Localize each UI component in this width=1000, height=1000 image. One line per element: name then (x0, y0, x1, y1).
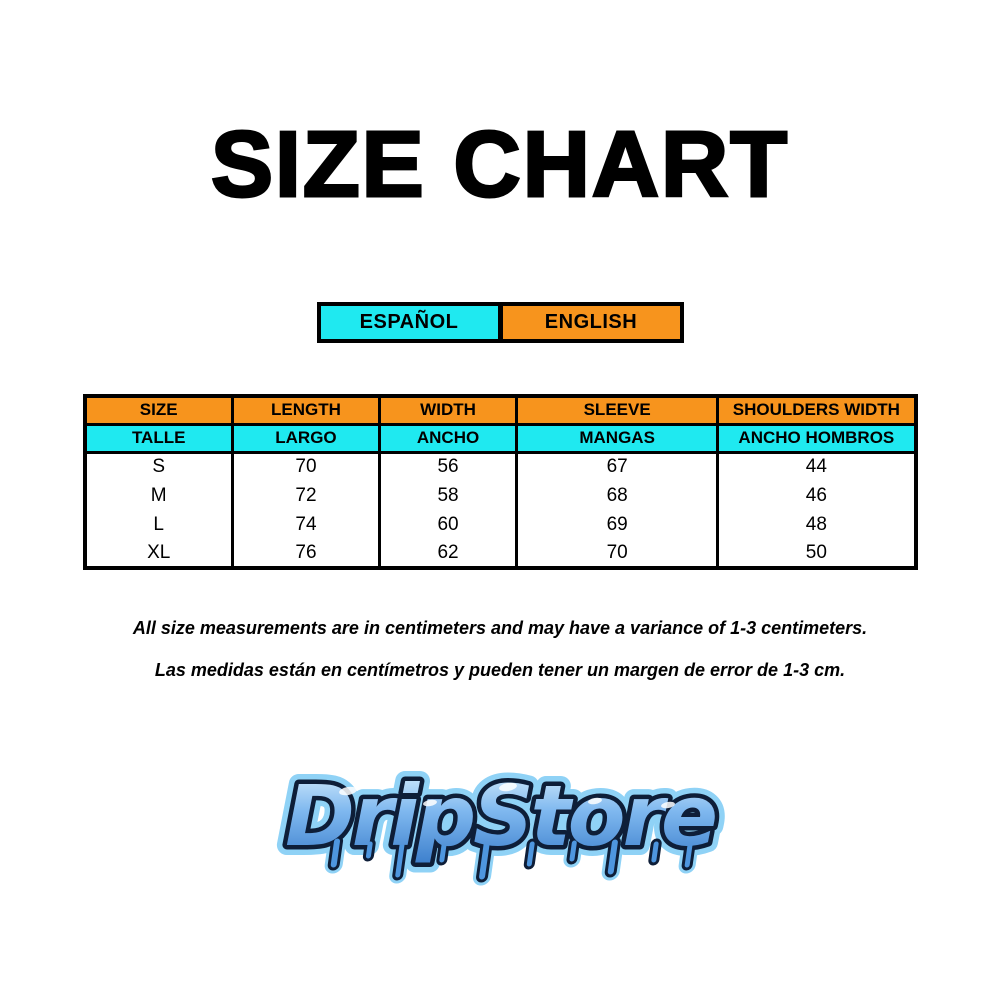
table-cell: 60 (377, 510, 517, 539)
table-cell: 46 (716, 481, 916, 510)
header-cell: SIZE (84, 396, 233, 426)
table-cell: 70 (515, 539, 718, 568)
table-header-spanish: TALLE LARGO ANCHO MANGAS ANCHO HOMBROS (84, 424, 916, 454)
header-cell: TALLE (84, 424, 233, 454)
logo-drips (327, 835, 696, 883)
dripstore-logo-graphic: DripStore DripStore (275, 757, 728, 886)
table-row: M 72 58 68 46 (84, 481, 916, 510)
table-cell: 70 (230, 452, 380, 481)
table-cell: 62 (377, 539, 517, 568)
table-header-english: SIZE LENGTH WIDTH SLEEVE SHOULDERS WIDTH (84, 396, 916, 426)
table-cell: XL (84, 539, 233, 568)
table-cell: 68 (515, 481, 718, 510)
header-cell: SHOULDERS WIDTH (716, 396, 916, 426)
language-toggle: ESPAÑOL ENGLISH (316, 302, 684, 343)
logo-fill: DripStore (285, 767, 715, 865)
logo-highlights (339, 782, 675, 809)
table-cell: 72 (230, 481, 380, 510)
header-cell: SLEEVE (515, 396, 718, 426)
table-cell: 50 (716, 539, 916, 568)
header-cell: ANCHO (377, 424, 517, 454)
table-cell: S (84, 452, 233, 481)
table-cell: M (84, 481, 233, 510)
table-cell: 76 (230, 539, 380, 568)
table-row: L 74 60 69 48 (84, 510, 916, 539)
table-row: XL 76 62 70 50 (84, 539, 916, 568)
table-cell: 58 (377, 481, 517, 510)
header-cell: LENGTH (230, 396, 380, 426)
header-cell: MANGAS (515, 424, 718, 454)
table-cell: 56 (377, 452, 517, 481)
table-cell: 69 (515, 510, 718, 539)
table-cell: 67 (515, 452, 718, 481)
note-english: All size measurements are in centimeters… (132, 618, 868, 638)
table-row: S 70 56 67 44 (84, 452, 916, 481)
page-title: SIZE CHART (210, 112, 789, 216)
note-spanish: Las medidas están en centímetros y puede… (154, 660, 846, 680)
tab-espanol[interactable]: ESPAÑOL (320, 306, 498, 339)
header-cell: ANCHO HOMBROS (716, 424, 916, 454)
header-cell: LARGO (230, 424, 380, 454)
table-cell: L (84, 510, 233, 539)
logo-outline: DripStore (285, 767, 715, 865)
size-table: SIZE LENGTH WIDTH SLEEVE SHOULDERS WIDTH… (82, 394, 918, 570)
tab-english[interactable]: ENGLISH (502, 306, 680, 339)
table-cell: 74 (230, 510, 380, 539)
table-cell: 44 (716, 452, 916, 481)
table-cell: 48 (716, 510, 916, 539)
header-cell: WIDTH (377, 396, 517, 426)
dripstore-logo: DripStore DripStore (270, 745, 730, 895)
